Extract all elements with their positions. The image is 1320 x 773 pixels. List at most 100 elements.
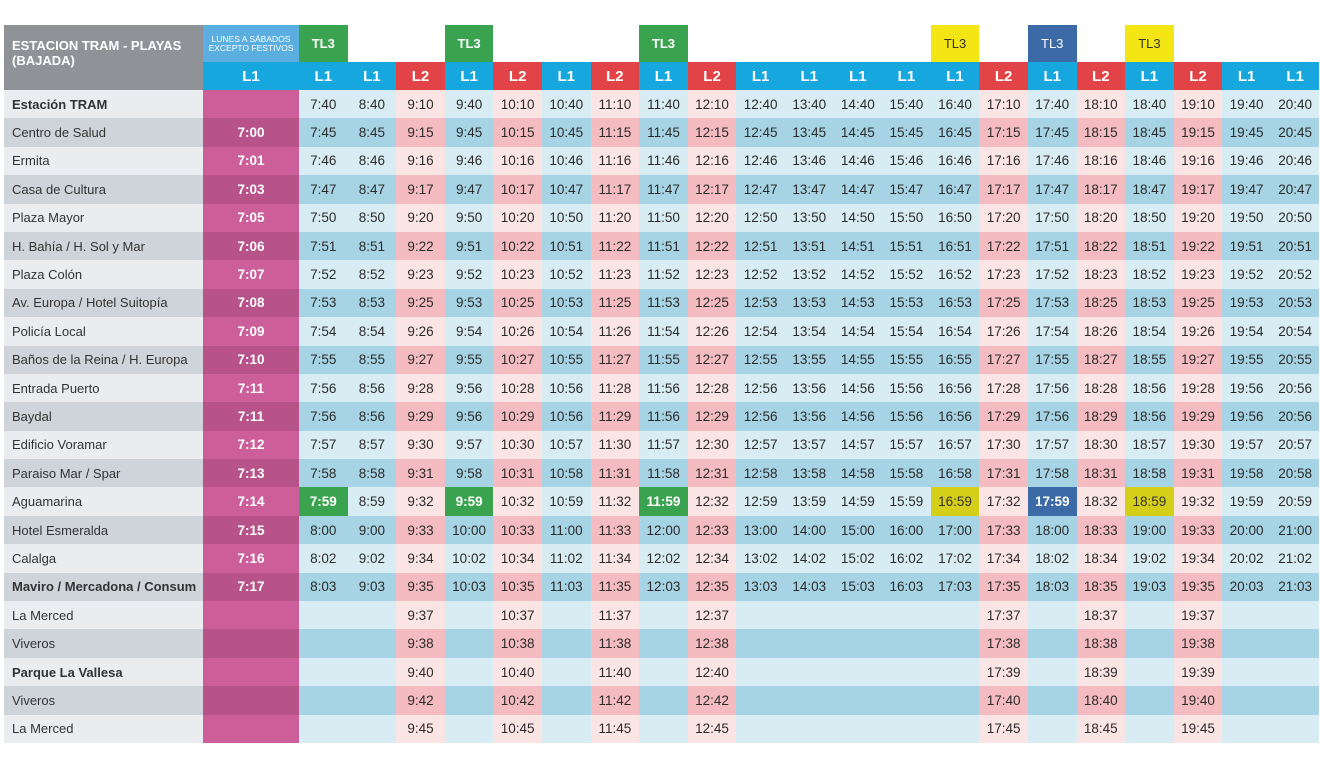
departure-time: 16:46 (930, 146, 980, 176)
departure-time (833, 686, 883, 715)
departure-time: 19:34 (1173, 544, 1223, 573)
departure-time: 12:17 (687, 175, 737, 204)
table-row: Viveros 9:42 10:42 11:42 12:42 17:40 18:40 19:4… (4, 686, 1320, 715)
departure-time: 11:56 (639, 373, 688, 403)
table-row: H. Bahía / H. Sol y Mar 7:06 7:51 8:51 9:22 9… (4, 231, 1320, 261)
departure-time (541, 686, 591, 715)
departure-time: 10:46 (541, 146, 591, 176)
departure-time: 7:54 (299, 317, 348, 346)
departure-time: 11:46 (639, 146, 688, 176)
departure-time: 18:54 (1125, 317, 1174, 346)
first-departure-time (203, 601, 299, 630)
departure-time: 18:32 (1076, 487, 1126, 516)
departure-time: 20:56 (1270, 402, 1320, 431)
table-row: Viveros 9:38 10:38 11:38 12:38 17:38 18:38 19:3… (4, 629, 1320, 658)
departure-time: 19:38 (1173, 629, 1223, 658)
departure-time: 11:26 (590, 317, 640, 346)
departure-time (444, 714, 494, 743)
departure-time: 8:56 (347, 373, 397, 403)
departure-time: 7:53 (299, 288, 348, 318)
table-row: La Merced 9:45 10:45 11:45 12:45 17:45 18:45 19… (4, 714, 1320, 743)
departure-time (930, 629, 980, 658)
departure-time: 8:59 (347, 487, 397, 516)
departure-time: 16:54 (930, 317, 980, 346)
departure-time: 17:40 (979, 686, 1028, 715)
departure-time: 14:46 (833, 146, 883, 176)
departure-time: 15:02 (833, 544, 883, 573)
departure-time: 12:37 (687, 601, 737, 630)
table-row: La Merced 9:37 10:37 11:37 12:37 17:37 18:37 19… (4, 601, 1320, 630)
table-row: Calalga 7:16 8:02 9:02 9:34 10:02 10:34 11:02 11… (4, 544, 1320, 573)
departure-time: 8:40 (347, 90, 397, 119)
departure-time (1270, 629, 1320, 658)
departure-time: 9:35 (396, 572, 445, 602)
table-row: Hotel Esmeralda 7:15 8:00 9:00 9:33 10:00 10:3… (4, 515, 1320, 545)
departure-time: 16:56 (930, 373, 980, 403)
table-row: Paraiso Mar / Spar 7:13 7:58 8:58 9:31 9:58 10… (4, 459, 1320, 488)
departure-time: 7:52 (299, 260, 348, 289)
departure-time: 11:20 (590, 203, 640, 232)
departure-time: 18:15 (1076, 118, 1126, 147)
departure-time: 17:52 (1027, 260, 1077, 289)
departure-time: 15:54 (882, 317, 931, 346)
departure-time: 13:03 (736, 572, 785, 602)
departure-time (444, 629, 494, 658)
departure-time: 12:40 (736, 90, 785, 119)
departure-time: 7:56 (299, 373, 348, 403)
first-departure-time (203, 714, 299, 743)
departure-time (639, 714, 688, 743)
departure-time: 10:27 (493, 345, 542, 374)
departure-time: 8:46 (347, 146, 397, 176)
departure-time: 11:03 (541, 572, 591, 602)
departure-time: 17:20 (979, 203, 1028, 232)
departure-time: 9:40 (444, 90, 494, 119)
departure-time (1125, 714, 1174, 743)
departure-time: 9:03 (347, 572, 397, 602)
departure-time: 20:59 (1270, 487, 1320, 516)
line-badge-l1: L1 (639, 62, 688, 90)
departure-time: 16:02 (882, 544, 931, 573)
departure-time: 12:32 (687, 487, 737, 516)
departure-time: 12:26 (687, 317, 737, 346)
departure-time: 14:59 (833, 487, 883, 516)
line-badge-l2: L2 (590, 62, 640, 90)
departure-time: 16:40 (930, 90, 980, 119)
departure-time: 10:22 (493, 231, 542, 261)
departure-time: 17:32 (979, 487, 1028, 516)
departure-time: 14:58 (833, 459, 883, 488)
departure-time: 11:56 (639, 402, 688, 431)
departure-time: 12:15 (687, 118, 737, 147)
departure-time (1125, 629, 1174, 658)
departure-time: 14:02 (784, 544, 834, 573)
stop-name: Policía Local (4, 317, 203, 346)
page-title: ESTACION TRAM - PLAYAS (BAJADA) (4, 25, 203, 90)
departure-time (784, 601, 834, 630)
departure-time: 13:02 (736, 544, 785, 573)
departure-time: 8:00 (299, 515, 348, 545)
first-departure-time (203, 629, 299, 658)
departure-time (833, 714, 883, 743)
departure-time: 17:35 (979, 572, 1028, 602)
departure-time: 8:02 (299, 544, 348, 573)
header-spacer (396, 25, 445, 62)
departure-time: 19:31 (1173, 459, 1223, 488)
departure-time: 17:15 (979, 118, 1028, 147)
departure-time: 15:40 (882, 90, 931, 119)
departure-time: 21:03 (1270, 572, 1320, 602)
departure-time: 8:51 (347, 231, 397, 261)
departure-time: 12:22 (687, 231, 737, 261)
departure-time (1027, 629, 1077, 658)
departure-time: 11:52 (639, 260, 688, 289)
departure-time: 7:45 (299, 118, 348, 147)
departure-time: 19:16 (1173, 146, 1223, 176)
departure-time: 11:55 (639, 345, 688, 374)
departure-time: 19:56 (1222, 402, 1271, 431)
tl3-connection-time: 17:59 (1027, 487, 1077, 516)
departure-time: 19:58 (1222, 459, 1271, 488)
table-row: Policía Local 7:09 7:54 8:54 9:26 9:54 10:26 10… (4, 317, 1320, 346)
departure-time (1270, 714, 1320, 743)
first-departure-time (203, 90, 299, 119)
departure-time: 11:42 (590, 686, 640, 715)
tl3-badge: TL3 (444, 25, 494, 62)
departure-time: 19:00 (1125, 515, 1174, 545)
